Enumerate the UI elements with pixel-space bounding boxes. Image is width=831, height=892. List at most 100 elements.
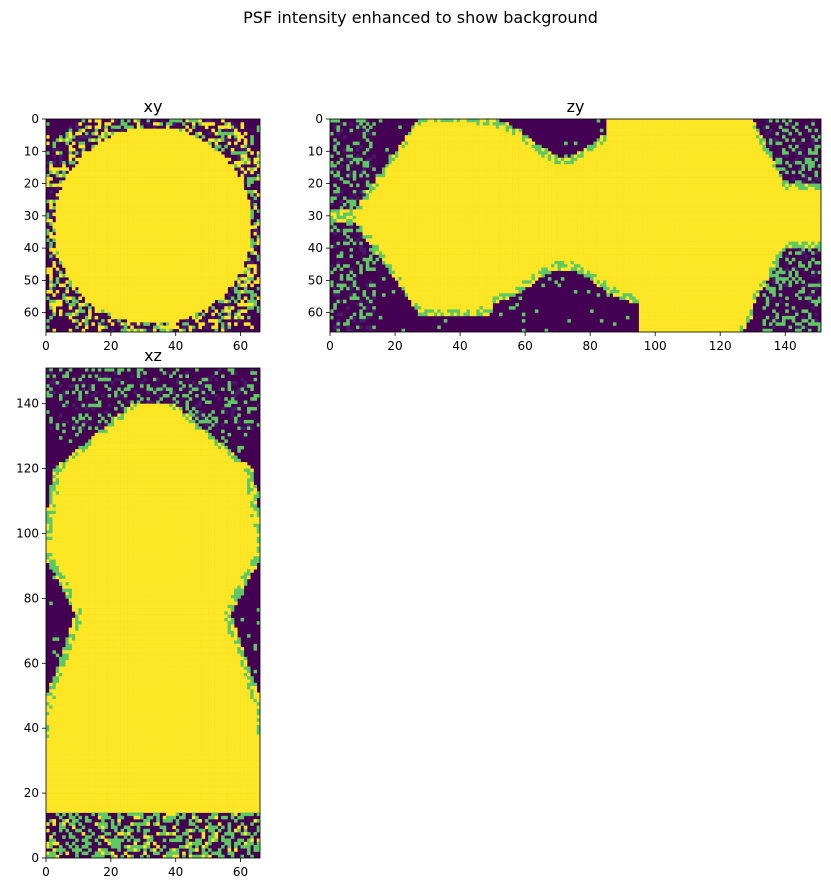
heatmap-cell [117,154,121,159]
heatmap-cell [136,215,141,220]
heatmap-cell [622,141,627,146]
heatmap-cell [668,154,672,159]
heatmap-cell [499,131,503,136]
heatmap-cell [336,151,341,155]
heatmap-cell [250,177,254,181]
heatmap-cell [211,193,215,197]
heatmap-cell [221,235,225,239]
heatmap-cell [456,157,461,162]
heatmap-cell [482,148,487,152]
heatmap-cell [146,170,151,175]
heatmap-cell [723,119,727,123]
heatmap-cell [188,283,193,288]
heatmap-cell [417,144,422,149]
heatmap-cell [195,167,199,171]
heatmap-cell [333,144,337,149]
heatmap-cell [437,131,441,136]
heatmap-cell [49,306,53,310]
heatmap-cell [752,135,757,139]
heatmap-cell [356,119,360,123]
heatmap-cell [172,257,176,262]
heatmap-cell [49,299,53,304]
heatmap-cell [221,325,225,330]
heatmap-cell [165,157,170,162]
heatmap-cell [101,135,105,139]
heatmap-cell [221,228,225,233]
heatmap-cell [130,241,134,246]
heatmap-cell [632,141,636,146]
heatmap-cell [71,302,76,307]
heatmap-cell [178,138,183,142]
heatmap-cell [188,215,193,220]
heatmap-cell [104,199,108,204]
heatmap-cell [127,273,131,278]
heatmap-cell [114,257,118,262]
heatmap-cell [149,177,154,181]
heatmap-cell [153,215,157,220]
heatmap-cell [195,248,199,252]
heatmap-cell [606,135,610,139]
heatmap-cell [227,231,232,236]
heatmap-cell [230,225,235,230]
heatmap-cell [188,157,193,162]
heatmap-cell [208,225,212,230]
heatmap-cell [217,231,222,236]
heatmap-cell [140,231,144,236]
heatmap-cell [616,141,620,146]
heatmap-cell [421,144,425,149]
heatmap-cell [469,131,474,136]
heatmap-cell [104,257,108,262]
heatmap-cell [185,322,189,326]
heatmap-cell [443,128,448,133]
heatmap-cell [227,173,232,178]
heatmap-cell [146,286,151,291]
heatmap-cell [143,244,147,249]
heatmap-cell [110,190,115,194]
heatmap-cell [508,154,513,159]
heatmap-cell [156,122,160,126]
heatmap-cell [62,241,66,246]
heatmap-cell [253,270,258,275]
heatmap-cell [250,151,254,155]
heatmap-cell [178,180,183,184]
heatmap-cell [71,167,76,171]
heatmap-cell [88,248,92,252]
heatmap-cell [71,264,76,268]
heatmap-cell [101,283,105,288]
heatmap-cell [227,325,232,330]
heatmap-cell [664,122,669,126]
heatmap-cell [528,141,532,146]
heatmap-cell [153,154,157,159]
heatmap-cell [162,270,167,275]
heatmap-cell [140,251,144,255]
heatmap-cell [143,328,147,333]
heatmap-cell [159,199,164,204]
heatmap-cell [91,160,95,165]
heatmap-cell [127,190,131,194]
heatmap-cell [463,135,467,139]
heatmap-cell [362,135,367,139]
heatmap-cell [188,160,193,165]
heatmap-cell [227,312,232,317]
heatmap-cell [201,251,206,255]
heatmap-cell [684,128,688,133]
heatmap-cell [175,212,180,217]
heatmap-cell [508,131,513,136]
heatmap-cell [104,325,108,330]
heatmap-cell [133,251,138,255]
heatmap-cell [247,290,251,294]
heatmap-cell [208,215,212,220]
heatmap-cell [162,261,167,265]
heatmap-cell [153,293,157,297]
heatmap-cell [224,241,228,246]
heatmap-cell [221,148,225,152]
heatmap-cell [107,312,112,317]
heatmap-cell [473,154,477,159]
heatmap-cell [217,290,222,294]
heatmap-cell [68,328,73,333]
heatmap-cell [674,144,679,149]
heatmap-cell [156,228,160,233]
heatmap-cell [88,244,92,249]
heatmap-cell [107,270,112,275]
